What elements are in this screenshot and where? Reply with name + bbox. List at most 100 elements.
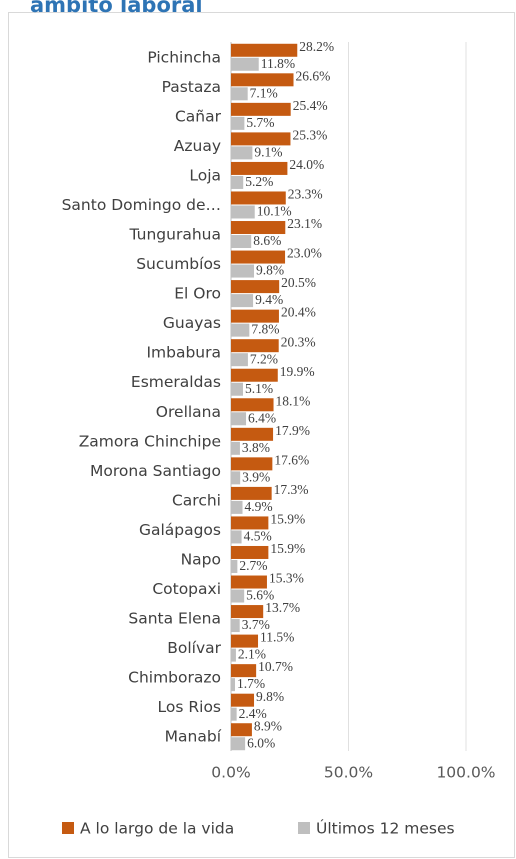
data-label: 6.4% bbox=[248, 410, 276, 425]
y-tick-label: Napo bbox=[181, 550, 221, 568]
data-label: 11.5% bbox=[260, 630, 294, 645]
bar bbox=[231, 545, 269, 559]
data-label: 23.0% bbox=[287, 246, 322, 261]
data-label: 20.3% bbox=[281, 334, 316, 349]
legend-label: Últimos 12 meses bbox=[316, 819, 455, 838]
legend-label: A lo largo de la vida bbox=[80, 820, 234, 838]
bar bbox=[231, 191, 286, 205]
bar bbox=[231, 73, 294, 87]
data-label: 23.3% bbox=[288, 187, 323, 202]
y-tick-label: Cañar bbox=[175, 107, 222, 125]
y-tick-label: Los Rios bbox=[158, 698, 221, 716]
bar bbox=[231, 264, 255, 278]
bar bbox=[231, 559, 238, 573]
bar bbox=[231, 43, 298, 57]
data-label: 9.8% bbox=[256, 263, 284, 278]
bar bbox=[231, 309, 279, 323]
y-tick-label: Santo Domingo de… bbox=[62, 196, 221, 214]
data-label: 20.4% bbox=[281, 305, 316, 320]
data-label: 15.9% bbox=[270, 541, 305, 556]
data-label: 15.3% bbox=[269, 571, 304, 586]
data-label: 8.9% bbox=[254, 718, 282, 733]
data-label: 13.7% bbox=[265, 600, 300, 615]
legend-swatch bbox=[62, 822, 74, 834]
y-tick-label: Chimborazo bbox=[128, 669, 221, 687]
bar bbox=[231, 412, 247, 426]
bar bbox=[231, 693, 255, 707]
bar bbox=[231, 575, 267, 589]
x-tick-label: 50.0% bbox=[324, 764, 373, 782]
bar bbox=[231, 427, 274, 441]
y-tick-label: Cotopaxi bbox=[152, 580, 221, 598]
data-label: 24.0% bbox=[289, 157, 324, 172]
bar bbox=[231, 161, 288, 175]
data-label: 17.3% bbox=[274, 482, 309, 497]
y-tick-label: Manabí bbox=[165, 728, 222, 746]
bar bbox=[231, 102, 291, 116]
bar bbox=[231, 205, 255, 219]
data-label: 17.6% bbox=[274, 452, 309, 467]
y-tick-label: Pichincha bbox=[147, 48, 221, 66]
y-tick-label: Carchi bbox=[172, 491, 221, 509]
y-tick-label: El Oro bbox=[174, 285, 221, 303]
bar bbox=[231, 57, 259, 71]
bar bbox=[231, 132, 291, 146]
data-label: 7.2% bbox=[250, 351, 278, 366]
bar bbox=[231, 530, 242, 544]
bar bbox=[231, 471, 241, 485]
bar bbox=[231, 250, 286, 264]
bar bbox=[231, 382, 243, 396]
x-tick-label: 100.0% bbox=[436, 764, 495, 782]
chart-title: ámbito laboral bbox=[30, 0, 203, 17]
bar bbox=[231, 457, 273, 471]
data-label: 10.7% bbox=[258, 659, 293, 674]
bar bbox=[231, 323, 250, 337]
data-label: 19.9% bbox=[280, 364, 315, 379]
data-label: 9.8% bbox=[256, 689, 284, 704]
data-label: 18.1% bbox=[276, 393, 311, 408]
data-label: 10.1% bbox=[257, 204, 292, 219]
data-label: 4.9% bbox=[245, 499, 273, 514]
bar bbox=[231, 723, 252, 737]
data-label: 7.8% bbox=[251, 322, 279, 337]
bar bbox=[231, 368, 278, 382]
data-label: 5.1% bbox=[245, 381, 273, 396]
data-label: 5.6% bbox=[246, 588, 274, 603]
bar bbox=[231, 398, 274, 412]
bar bbox=[231, 116, 245, 130]
y-tick-label: Guayas bbox=[163, 314, 221, 332]
data-label: 23.1% bbox=[287, 216, 322, 231]
data-label: 7.1% bbox=[250, 85, 278, 100]
data-label: 9.1% bbox=[254, 144, 282, 159]
y-tick-label: Azuay bbox=[174, 137, 221, 155]
data-label: 3.7% bbox=[242, 617, 270, 632]
data-label: 20.5% bbox=[281, 275, 316, 290]
data-label: 2.4% bbox=[239, 706, 267, 721]
bar bbox=[231, 280, 280, 294]
y-tick-label: Morona Santiago bbox=[90, 462, 221, 480]
bar bbox=[231, 221, 286, 235]
data-label: 4.5% bbox=[244, 529, 272, 544]
y-tick-label: Bolívar bbox=[167, 639, 221, 657]
bar bbox=[231, 678, 235, 692]
data-label: 2.1% bbox=[238, 647, 266, 662]
bar bbox=[231, 664, 257, 678]
bar bbox=[231, 486, 272, 500]
y-tick-label: Galápagos bbox=[139, 521, 221, 539]
data-label: 28.2% bbox=[299, 39, 334, 54]
bar bbox=[231, 441, 240, 455]
data-label: 25.3% bbox=[292, 127, 327, 142]
bar bbox=[231, 737, 246, 751]
data-label: 25.4% bbox=[293, 98, 328, 113]
data-label: 15.9% bbox=[270, 512, 305, 527]
data-label: 11.8% bbox=[261, 56, 295, 71]
bar bbox=[231, 339, 279, 353]
bar bbox=[231, 175, 244, 189]
data-label: 17.9% bbox=[275, 423, 310, 438]
y-tick-label: Imbabura bbox=[146, 344, 221, 362]
y-tick-label: Pastaza bbox=[162, 78, 221, 96]
y-tick-label: Santa Elena bbox=[128, 610, 221, 628]
data-label: 5.2% bbox=[245, 174, 273, 189]
y-tick-label: Sucumbíos bbox=[136, 255, 221, 273]
